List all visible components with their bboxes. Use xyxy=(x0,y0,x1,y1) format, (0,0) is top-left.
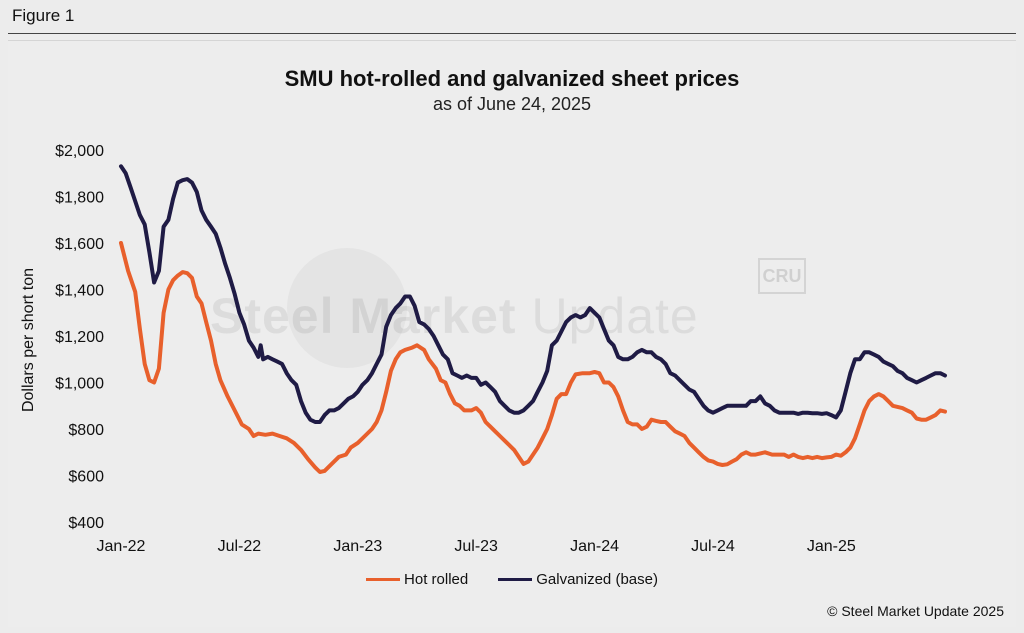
legend-label-hot-rolled: Hot rolled xyxy=(404,571,469,588)
legend-item-galvanized: Galvanized (base) xyxy=(498,571,658,588)
chart-panel xyxy=(8,40,1016,627)
x-tick-label: Jan-24 xyxy=(570,538,619,555)
copyright-notice: © Steel Market Update 2025 xyxy=(827,603,1004,619)
y-tick-label: $1,200 xyxy=(55,329,104,346)
series-line-galvanized xyxy=(119,164,947,424)
y-tick-label: $1,600 xyxy=(55,236,104,253)
watermark-logo: Steel Market Update xyxy=(210,287,699,345)
y-tick-label: $1,000 xyxy=(55,376,104,393)
y-tick-label: $1,400 xyxy=(55,283,104,300)
x-tick-label: Jul-23 xyxy=(454,538,498,555)
y-tick-label: $1,800 xyxy=(55,190,104,207)
x-tick-label: Jul-22 xyxy=(218,538,262,555)
legend-label-galvanized: Galvanized (base) xyxy=(536,571,658,588)
x-tick-label: Jan-23 xyxy=(333,538,382,555)
chart-legend: Hot rolled Galvanized (base) xyxy=(0,571,1024,588)
figure-divider xyxy=(8,33,1016,34)
cru-logo: CRU xyxy=(758,258,806,294)
y-tick-label: $600 xyxy=(68,469,104,486)
series-line-hot-rolled xyxy=(119,241,947,474)
legend-swatch-hot-rolled xyxy=(366,578,401,581)
y-tick-label: $400 xyxy=(68,515,104,532)
chart-subtitle: as of June 24, 2025 xyxy=(432,94,592,114)
legend-item-hot-rolled: Hot rolled xyxy=(366,571,468,588)
y-axis-label: Dollars per short ton xyxy=(20,268,37,412)
chart-title: SMU hot-rolled and galvanized sheet pric… xyxy=(284,66,740,91)
x-tick-label: Jul-24 xyxy=(691,538,735,555)
y-tick-label: $800 xyxy=(68,422,104,439)
legend-swatch-galvanized xyxy=(498,578,533,581)
watermark-bold: Steel Market xyxy=(210,288,517,344)
x-tick-label: Jan-22 xyxy=(97,538,146,555)
x-tick-label: Jan-25 xyxy=(807,538,856,555)
figure-label: Figure 1 xyxy=(12,6,75,25)
y-tick-label: $2,000 xyxy=(55,143,104,160)
